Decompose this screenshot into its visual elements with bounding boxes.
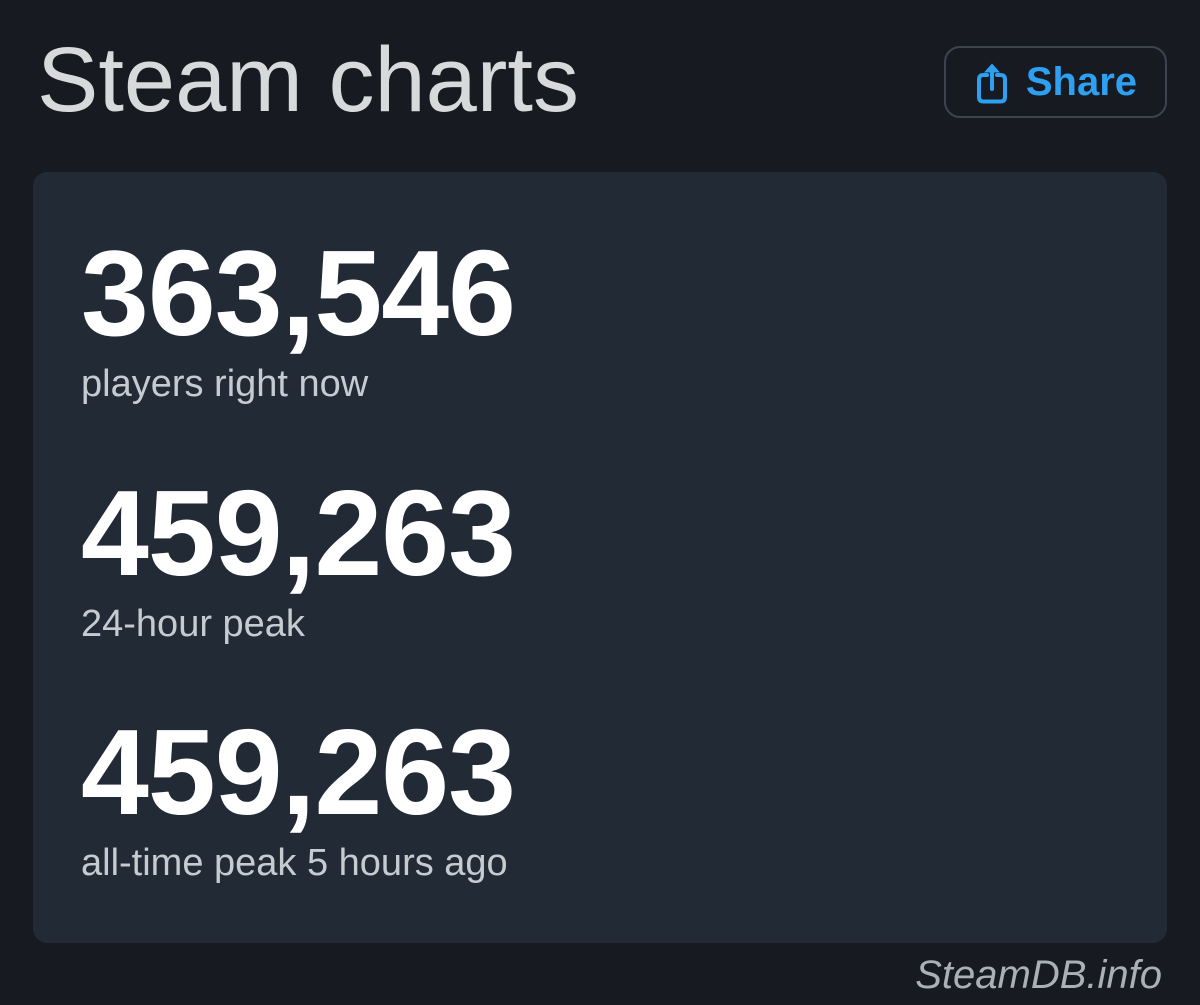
page-title: Steam charts	[37, 29, 579, 131]
share-upload-icon	[976, 63, 1007, 104]
stat-value-all-time-peak: 459,263	[81, 704, 516, 841]
stat-24-hour-peak: 459,263 24-hour peak	[81, 472, 1119, 648]
stat-label-all-time-peak: all-time peak 5 hours ago	[81, 842, 508, 885]
stat-label-current-players: players right now	[81, 363, 369, 405]
header: Steam charts Share	[0, 0, 1200, 126]
share-button[interactable]: Share	[943, 46, 1167, 118]
stat-value-current-players: 363,546	[81, 225, 516, 361]
footer: SteamDB.info	[0, 943, 1200, 998]
stat-value-24-hour-peak: 459,263	[81, 464, 516, 601]
stats-card: 363,546 players right now 459,263 24-hou…	[33, 172, 1167, 943]
share-button-label: Share	[1025, 60, 1137, 104]
stat-all-time-peak: 459,263 all-time peak 5 hours ago	[81, 711, 1119, 887]
stat-label-24-hour-peak: 24-hour peak	[81, 602, 305, 645]
watermark: SteamDB.info	[915, 952, 1162, 997]
stat-current-players: 363,546 players right now	[81, 232, 1119, 408]
